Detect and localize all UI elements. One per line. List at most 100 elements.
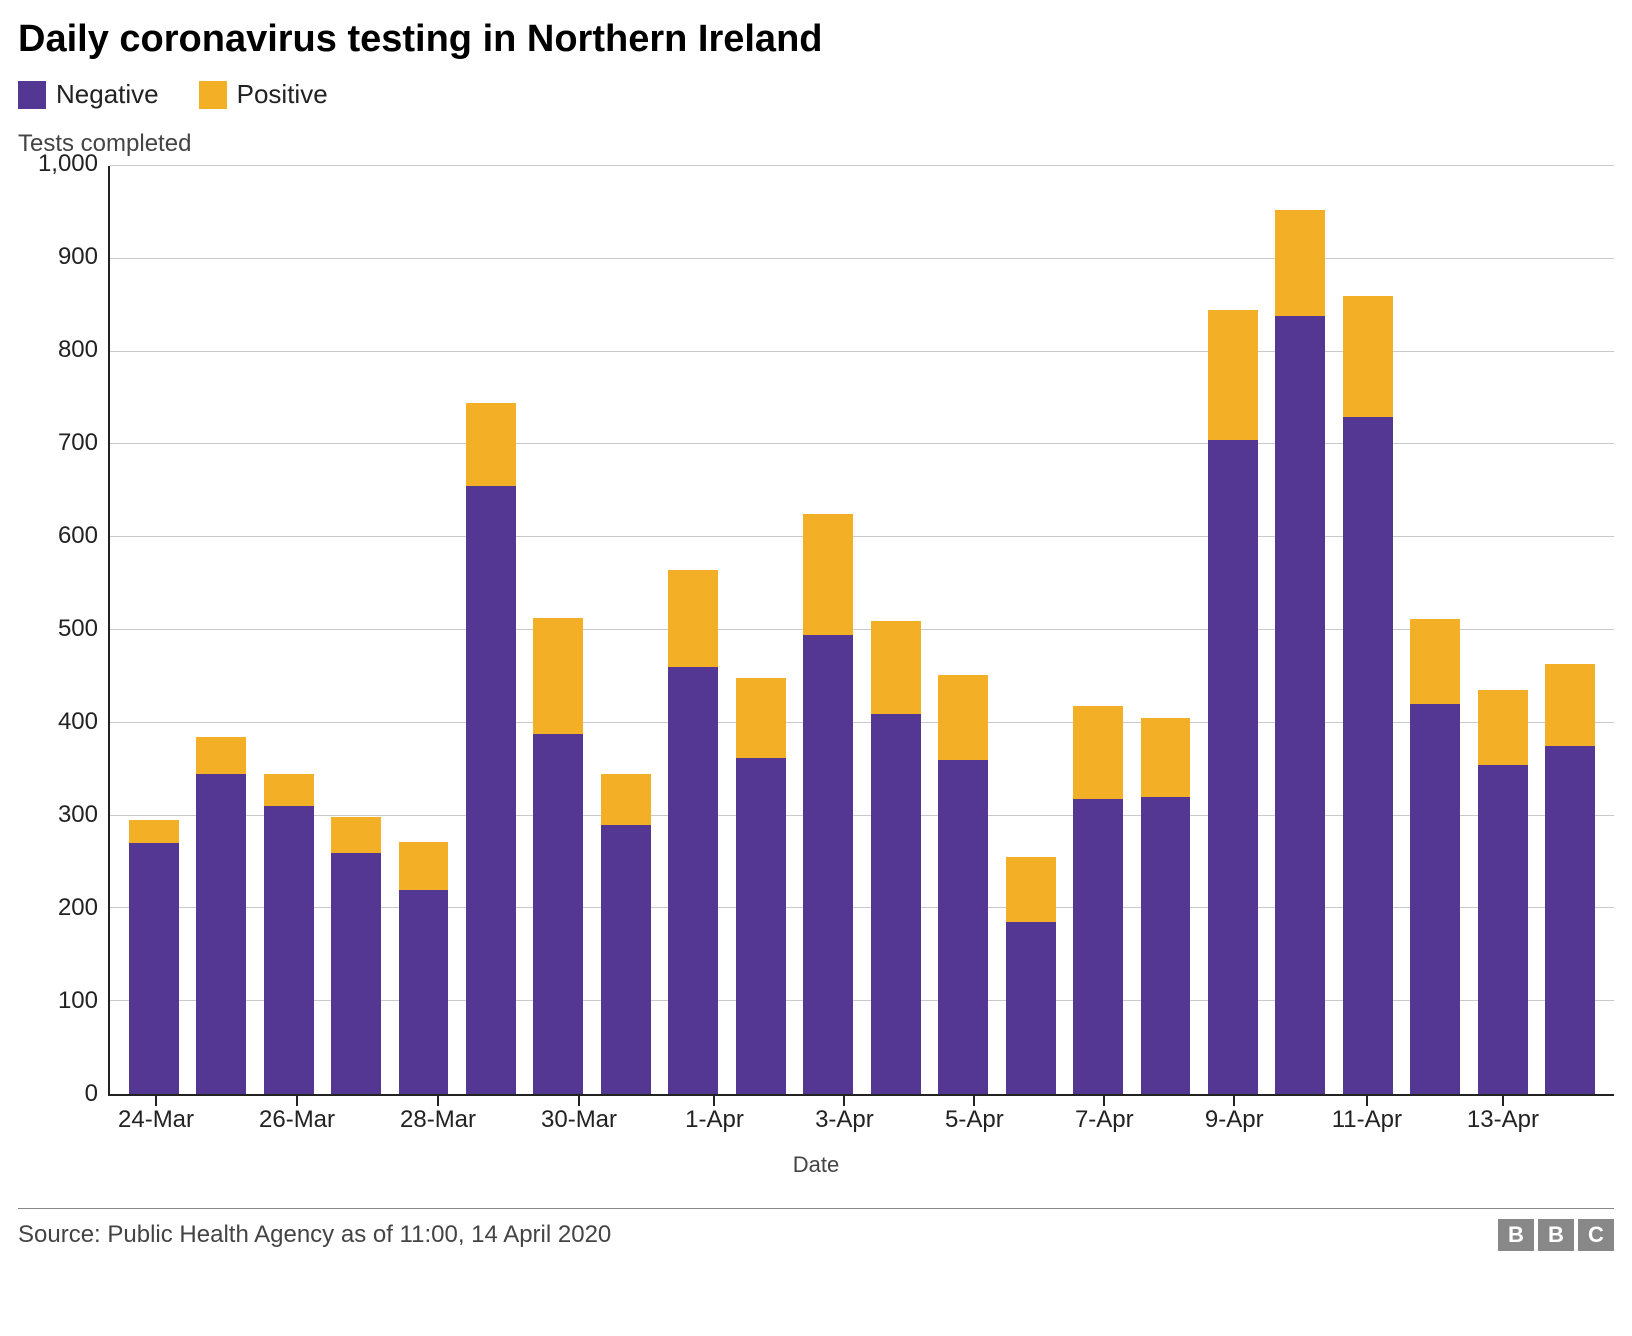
attribution-letter: B — [1538, 1219, 1574, 1251]
x-tick-slot — [1402, 1106, 1467, 1134]
bar-stack — [1343, 166, 1393, 1094]
x-tick-slot — [1267, 1106, 1332, 1134]
chart-title: Daily coronavirus testing in Northern Ir… — [18, 18, 1614, 61]
bar-segment-negative — [533, 734, 583, 1094]
bar-segment-negative — [1073, 799, 1123, 1094]
bar-segment-negative — [938, 760, 988, 1094]
legend-item-positive: Positive — [199, 79, 328, 110]
x-tick-slot: 5-Apr — [942, 1106, 1007, 1134]
legend-swatch-positive — [199, 81, 227, 109]
bar-segment-positive — [399, 842, 449, 890]
bar-stack — [601, 166, 651, 1094]
bar-slot — [187, 166, 254, 1094]
bar-segment-negative — [1275, 316, 1325, 1094]
bar-segment-negative — [331, 853, 381, 1094]
x-tick-slot: 26-Mar — [259, 1106, 335, 1134]
bar-stack — [938, 166, 988, 1094]
x-tick-label: 9-Apr — [1205, 1106, 1264, 1133]
bar-segment-positive — [668, 570, 718, 667]
y-axis-title: Tests completed — [18, 130, 1614, 158]
bar-stack — [1208, 166, 1258, 1094]
attribution-letter: C — [1578, 1219, 1614, 1251]
bar-slot — [1199, 166, 1266, 1094]
bar-stack — [129, 166, 179, 1094]
bar-segment-negative — [264, 806, 314, 1094]
bar-slot — [322, 166, 389, 1094]
bar-segment-negative — [668, 667, 718, 1094]
bar-stack — [1073, 166, 1123, 1094]
x-tick-slot — [747, 1106, 812, 1134]
bar-slot — [1267, 166, 1334, 1094]
x-tick-slot: 9-Apr — [1202, 1106, 1267, 1134]
bar-segment-negative — [803, 635, 853, 1094]
legend-label-positive: Positive — [237, 79, 328, 110]
x-tick-label: 5-Apr — [945, 1106, 1004, 1133]
bar-stack — [1545, 166, 1595, 1094]
bar-slot — [390, 166, 457, 1094]
bar-segment-positive — [1545, 664, 1595, 746]
bar-segment-negative — [1208, 440, 1258, 1094]
x-tick-slot — [617, 1106, 682, 1134]
bar-stack — [1410, 166, 1460, 1094]
x-tick-mark — [973, 1096, 975, 1106]
bar-segment-positive — [264, 774, 314, 806]
legend-label-negative: Negative — [56, 79, 159, 110]
bar-slot — [120, 166, 187, 1094]
x-tick-label: 28-Mar — [400, 1106, 476, 1133]
x-tick-slot — [194, 1106, 259, 1134]
bar-slot — [929, 166, 996, 1094]
bar-slot — [862, 166, 929, 1094]
x-tick-label: 13-Apr — [1467, 1106, 1539, 1133]
bar-segment-positive — [466, 403, 516, 487]
legend-swatch-negative — [18, 81, 46, 109]
bar-slot — [1537, 166, 1604, 1094]
x-tick-slot — [1137, 1106, 1202, 1134]
bar-stack — [466, 166, 516, 1094]
x-tick-slot — [335, 1106, 400, 1134]
bar-segment-negative — [736, 758, 786, 1094]
bar-slot — [457, 166, 524, 1094]
bar-slot — [997, 166, 1064, 1094]
bar-slot — [592, 166, 659, 1094]
x-tick-slot: 30-Mar — [541, 1106, 617, 1134]
bar-segment-positive — [938, 675, 988, 760]
bar-segment-negative — [399, 890, 449, 1094]
x-axis-title: Date — [18, 1152, 1614, 1178]
bar-slot — [255, 166, 322, 1094]
bar-segment-positive — [129, 820, 179, 843]
bar-stack — [533, 166, 583, 1094]
x-tick-slot — [476, 1106, 541, 1134]
x-tick-mark — [1233, 1096, 1235, 1106]
bar-segment-positive — [1006, 857, 1056, 922]
x-tick-slot: 3-Apr — [812, 1106, 877, 1134]
x-tick-mark — [296, 1096, 298, 1106]
bar-stack — [1141, 166, 1191, 1094]
bar-segment-positive — [871, 621, 921, 714]
footer: Source: Public Health Agency as of 11:00… — [18, 1209, 1614, 1251]
x-tick-slot: 1-Apr — [682, 1106, 747, 1134]
bar-segment-negative — [1141, 797, 1191, 1094]
x-tick-slot — [1007, 1106, 1072, 1134]
bar-slot — [525, 166, 592, 1094]
bar-segment-positive — [196, 737, 246, 774]
bars-container — [110, 166, 1614, 1094]
x-tick-label: 7-Apr — [1075, 1106, 1134, 1133]
bar-segment-positive — [601, 774, 651, 825]
x-tick-mark — [437, 1096, 439, 1106]
x-tick-label: 3-Apr — [815, 1106, 874, 1133]
x-tick-slot — [1539, 1106, 1604, 1134]
bar-segment-positive — [803, 514, 853, 635]
x-tick-slot: 7-Apr — [1072, 1106, 1137, 1134]
x-tick-slot: 24-Mar — [118, 1106, 194, 1134]
bar-segment-negative — [1410, 704, 1460, 1094]
attribution-letter: B — [1498, 1219, 1534, 1251]
bar-stack — [736, 166, 786, 1094]
bar-segment-positive — [1275, 210, 1325, 317]
bar-slot — [660, 166, 727, 1094]
attribution-logo: BBC — [1498, 1219, 1614, 1251]
legend-item-negative: Negative — [18, 79, 159, 110]
x-tick-mark — [155, 1096, 157, 1106]
bar-segment-positive — [1478, 690, 1528, 764]
legend: Negative Positive — [18, 79, 1614, 110]
bar-stack — [1478, 166, 1528, 1094]
